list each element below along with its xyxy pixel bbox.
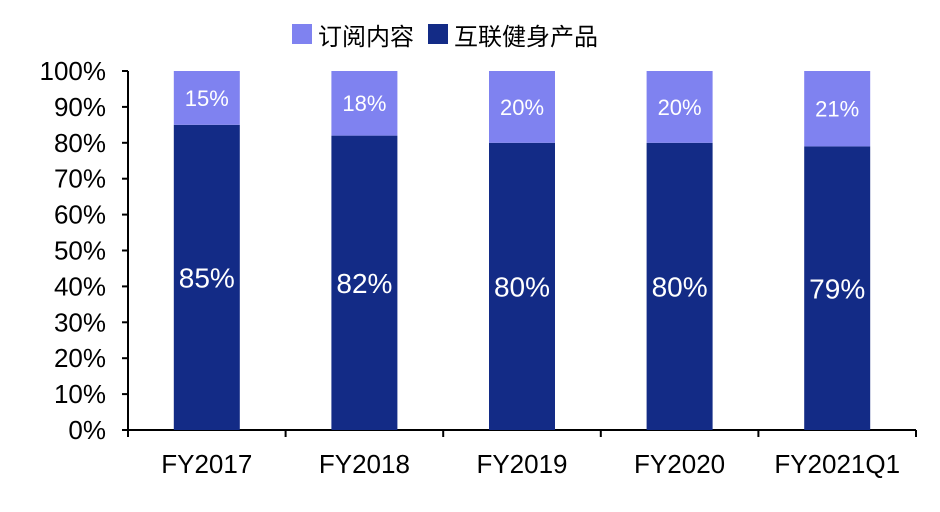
y-axis-tick-label: 20% [54,343,106,373]
bar-value-label: 80% [652,271,708,302]
legend-label-connected-fitness: 互联健身产品 [454,22,598,51]
legend-item-subscription: 订阅内容 [292,17,414,52]
chart-legend: 订阅内容 互联健身产品 [292,16,612,52]
x-axis-category-label: FY2021Q1 [774,449,900,479]
y-axis-tick-label: 90% [54,92,106,122]
y-axis-tick-label: 100% [40,56,107,86]
bar-value-label: 80% [494,271,550,302]
legend-swatch-subscription [292,24,312,44]
y-axis-tick-label: 70% [54,164,106,194]
legend-label-subscription: 订阅内容 [318,22,414,51]
bar-segment [331,71,398,136]
bar-segment [489,71,555,143]
legend-item-connected-fitness: 互联健身产品 [428,17,598,52]
bar-value-label: 82% [336,268,392,299]
x-axis-category-label: FY2017 [161,449,252,479]
bar-value-label: 21% [815,97,859,122]
bar-value-label: 20% [658,95,702,120]
bar-segment [646,71,713,143]
bar-value-label: 15% [185,86,229,111]
x-axis-category-label: FY2020 [634,449,725,479]
bar-segment [489,142,555,431]
y-axis-tick-label: 30% [54,307,106,337]
y-axis-tick-label: 60% [54,200,106,230]
bar-segment [173,124,240,430]
y-axis-tick-label: 0% [68,415,106,445]
bar-value-label: 85% [179,263,235,294]
y-axis-tick-label: 40% [54,271,106,301]
x-axis-category-label: FY2019 [476,449,567,479]
bar-value-label: 20% [500,95,544,120]
bar-value-label: 18% [342,91,386,116]
bar-value-label: 79% [809,273,865,304]
y-axis-tick-label: 10% [54,379,106,409]
bar-segment [331,135,398,430]
y-axis-tick-label: 80% [54,128,106,158]
legend-swatch-connected-fitness [428,24,448,44]
bar-segment [646,142,713,431]
bar-segment [804,71,871,147]
x-axis-category-label: FY2018 [319,449,410,479]
y-axis-tick-label: 50% [54,236,106,266]
bar-segment [804,146,871,430]
bar-segment [173,71,240,125]
